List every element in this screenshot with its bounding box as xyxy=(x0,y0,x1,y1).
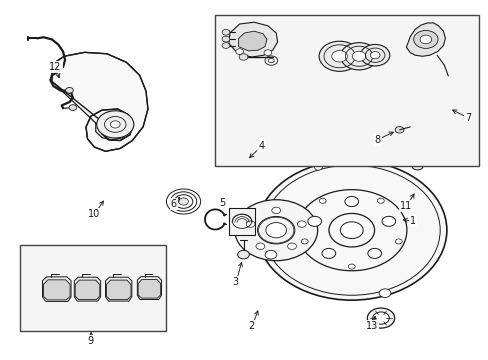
Circle shape xyxy=(237,250,249,259)
Circle shape xyxy=(413,31,437,48)
Circle shape xyxy=(297,221,305,227)
Circle shape xyxy=(394,127,403,133)
Bar xyxy=(228,208,255,235)
Circle shape xyxy=(222,42,229,48)
Bar xyxy=(215,15,478,166)
Circle shape xyxy=(222,36,229,42)
Circle shape xyxy=(264,250,276,259)
Text: 9: 9 xyxy=(88,336,94,346)
Circle shape xyxy=(239,54,247,60)
Circle shape xyxy=(255,243,264,249)
Circle shape xyxy=(256,160,446,300)
Polygon shape xyxy=(406,23,445,56)
Circle shape xyxy=(395,239,402,244)
Circle shape xyxy=(360,44,389,66)
Text: 1: 1 xyxy=(409,216,415,226)
Text: 10: 10 xyxy=(88,209,100,219)
Text: 13: 13 xyxy=(366,321,378,331)
Circle shape xyxy=(381,216,395,226)
Circle shape xyxy=(65,87,73,93)
Text: 4: 4 xyxy=(258,141,264,151)
Circle shape xyxy=(372,312,388,324)
Circle shape xyxy=(110,121,120,128)
Circle shape xyxy=(351,51,365,61)
Polygon shape xyxy=(228,22,277,57)
Polygon shape xyxy=(238,31,266,51)
Polygon shape xyxy=(52,52,148,151)
Text: 11: 11 xyxy=(400,201,412,211)
Polygon shape xyxy=(43,280,70,300)
Circle shape xyxy=(331,50,346,62)
Polygon shape xyxy=(105,277,132,301)
Circle shape xyxy=(265,222,286,238)
Circle shape xyxy=(411,161,423,170)
Circle shape xyxy=(322,248,335,258)
Text: 8: 8 xyxy=(374,135,380,145)
Circle shape xyxy=(369,51,379,59)
Text: 5: 5 xyxy=(219,198,225,208)
Circle shape xyxy=(378,289,390,297)
Circle shape xyxy=(366,308,394,328)
Polygon shape xyxy=(74,277,101,301)
Circle shape xyxy=(422,125,431,132)
Text: 2: 2 xyxy=(248,321,254,331)
Text: 3: 3 xyxy=(232,277,238,287)
Circle shape xyxy=(377,198,384,203)
Polygon shape xyxy=(75,280,100,300)
Circle shape xyxy=(97,111,134,138)
Polygon shape xyxy=(137,276,161,300)
Circle shape xyxy=(314,165,322,170)
Circle shape xyxy=(419,35,431,44)
Text: 6: 6 xyxy=(170,199,177,210)
Text: 12: 12 xyxy=(49,62,61,72)
Circle shape xyxy=(287,243,296,249)
Circle shape xyxy=(347,264,354,269)
Bar xyxy=(20,244,166,330)
Circle shape xyxy=(307,216,321,226)
Text: 7: 7 xyxy=(464,113,470,123)
Circle shape xyxy=(319,41,359,71)
Circle shape xyxy=(271,207,280,213)
Circle shape xyxy=(319,198,325,203)
Polygon shape xyxy=(106,280,131,300)
Circle shape xyxy=(235,49,243,54)
Circle shape xyxy=(234,200,317,261)
Circle shape xyxy=(264,50,271,55)
Circle shape xyxy=(367,248,381,258)
Polygon shape xyxy=(138,279,161,298)
Circle shape xyxy=(340,222,363,239)
Circle shape xyxy=(69,105,77,111)
Circle shape xyxy=(245,221,254,227)
Circle shape xyxy=(222,30,229,35)
Polygon shape xyxy=(42,277,71,301)
Circle shape xyxy=(340,42,377,70)
Circle shape xyxy=(301,239,307,244)
Circle shape xyxy=(178,198,188,205)
Circle shape xyxy=(344,197,358,207)
